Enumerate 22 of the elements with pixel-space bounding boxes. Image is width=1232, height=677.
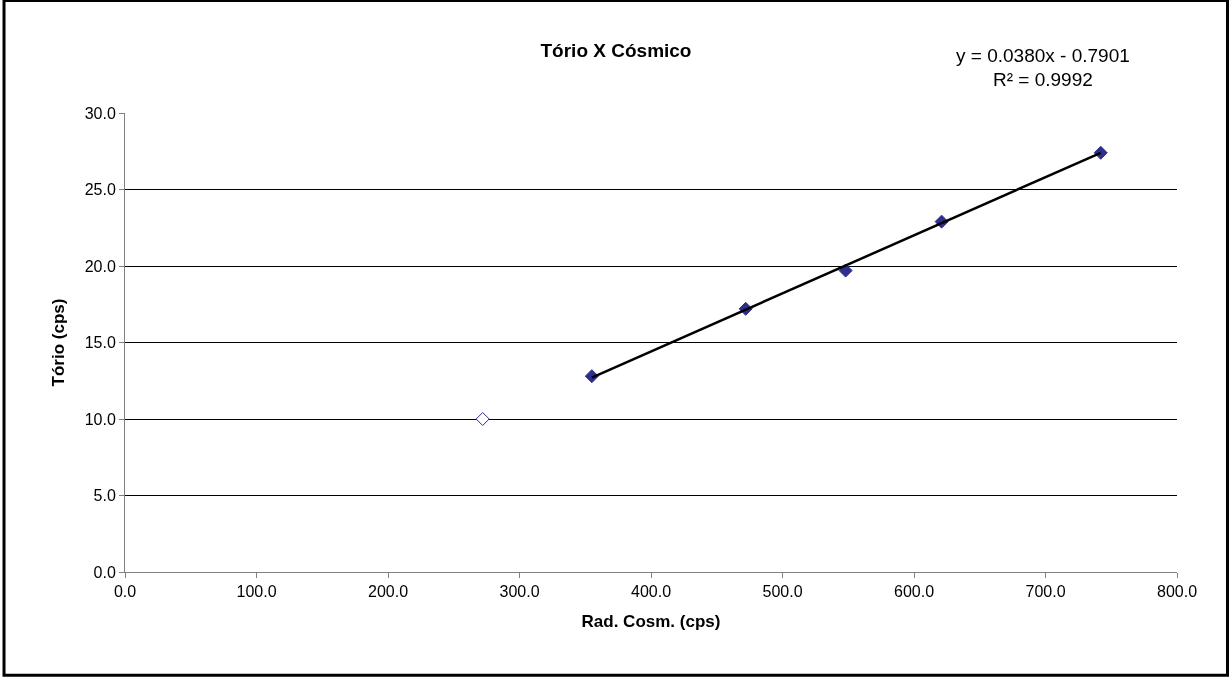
- point: [475, 412, 490, 426]
- text: R² = 0.9992: [993, 69, 1093, 90]
- y-tick-label: 0.0: [93, 563, 116, 581]
- chart-title: Tório X Cósmico: [540, 40, 692, 62]
- x-axis-title: Rad. Cosm. (cps): [581, 611, 721, 631]
- y-tick-label: 25.0: [84, 181, 116, 199]
- x-tick-label: 300.0: [499, 583, 540, 601]
- y-tick-label: 20.0: [84, 257, 116, 275]
- y-tick-label: 5.0: [93, 487, 116, 505]
- text: y = 0.0380x - 0.7901: [956, 45, 1130, 66]
- y-tick-label: 15.0: [84, 334, 116, 352]
- x-tick-label: 800.0: [1156, 583, 1198, 601]
- x-tick-label: 600.0: [893, 583, 935, 601]
- x-tick-label: 100.0: [236, 583, 277, 601]
- x-tick-label: 700.0: [1025, 583, 1066, 601]
- y-tick-label: 10.0: [84, 410, 116, 428]
- x-tick-label: 200.0: [367, 583, 409, 601]
- y-tick-label: 30.0: [84, 104, 116, 122]
- y-axis-title: Tório (cps): [49, 298, 69, 387]
- x-tick-label: 0.0: [113, 583, 137, 601]
- x-tick-label: 500.0: [762, 583, 803, 601]
- x-tick-label: 400.0: [630, 583, 672, 601]
